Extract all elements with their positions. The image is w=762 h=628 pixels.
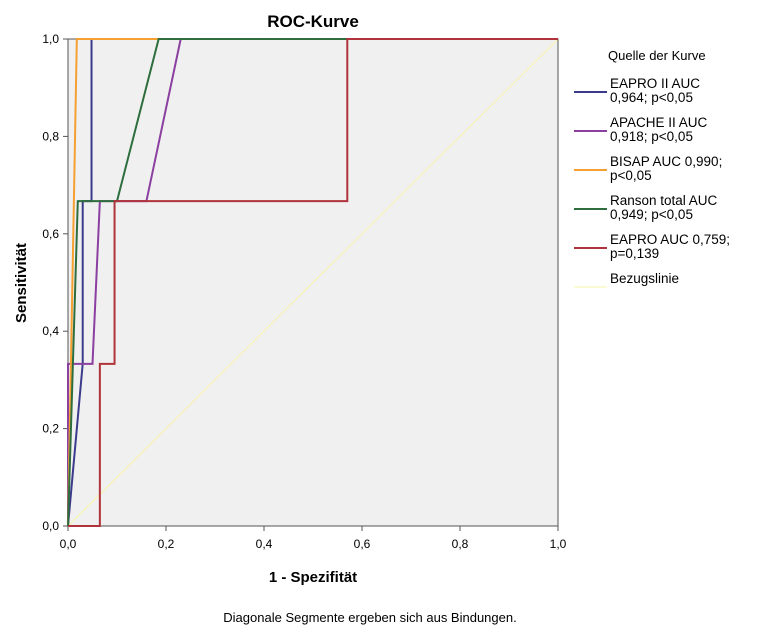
x-tick-label: 0,8 — [452, 537, 469, 551]
x-tick-label: 1,0 — [550, 537, 567, 551]
y-tick-label: 0,4 — [42, 324, 59, 338]
legend-item: EAPRO AUC 0,759;p=0,139 — [574, 232, 730, 261]
legend-title: Quelle der Kurve — [608, 48, 706, 63]
x-tick-label: 0,2 — [158, 537, 175, 551]
legend-label: Bezugslinie — [610, 271, 679, 286]
roc-line-eapro-4 — [68, 38, 558, 527]
y-tick-label: 0,6 — [42, 227, 59, 241]
y-tick-label: 0,2 — [42, 422, 59, 436]
legend-label: Ranson total AUC — [610, 193, 718, 208]
x-tick-label: 0,4 — [256, 537, 273, 551]
legend-label: EAPRO AUC 0,759; — [610, 232, 730, 247]
y-axis-label: Sensitivität — [13, 243, 30, 323]
chart-title: ROC-Kurve — [267, 12, 359, 31]
legend-label: APACHE II AUC — [610, 115, 708, 130]
legend-label: 0,964; p<0,05 — [610, 90, 693, 105]
legend-label: 0,918; p<0,05 — [610, 129, 693, 144]
footnote: Diagonale Segmente ergeben sich aus Bind… — [223, 610, 516, 625]
legend-label: EAPRO II AUC — [610, 76, 700, 91]
x-axis: 0,0 0,2 0,4 0,6 0,8 1,0 — [60, 526, 567, 551]
y-axis: 0,0 0,2 0,4 0,6 0,8 1,0 — [42, 32, 68, 533]
legend-label: p<0,05 — [610, 168, 652, 183]
roc-line-bezugslinie-5 — [67, 38, 559, 527]
x-tick-label: 0,6 — [354, 537, 371, 551]
y-tick-label: 1,0 — [42, 32, 59, 46]
roc-curves — [67, 38, 559, 527]
legend-item: Bezugslinie — [574, 271, 679, 288]
legend-label: BISAP AUC 0,990; — [610, 154, 722, 169]
x-tick-label: 0,0 — [60, 537, 77, 551]
legend-label: 0,949; p<0,05 — [610, 207, 693, 222]
legend-item: BISAP AUC 0,990;p<0,05 — [574, 154, 722, 183]
x-axis-label: 1 - Spezifität — [269, 569, 357, 586]
legend-label: p=0,139 — [610, 246, 659, 261]
y-tick-label: 0,8 — [42, 129, 59, 143]
y-tick-label: 0,0 — [42, 519, 59, 533]
